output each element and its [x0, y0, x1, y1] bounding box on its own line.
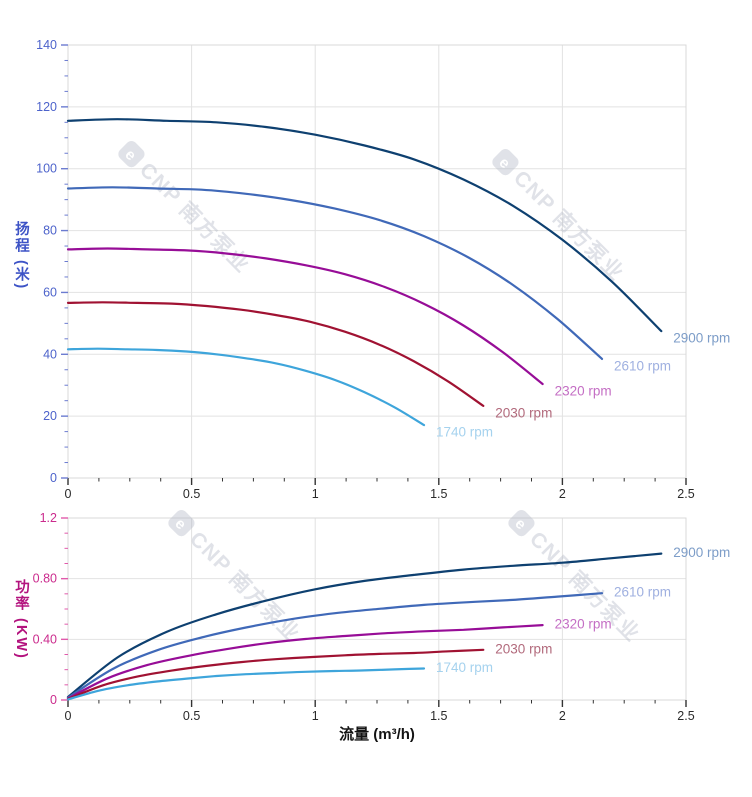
- head-y-axis-title: 扬程 (米): [13, 221, 29, 291]
- series-label-1740-rpm: 1740 rpm: [436, 425, 493, 440]
- y-tick-label: 0: [50, 471, 57, 485]
- watermark-text: CNP 南方泵业: [135, 158, 255, 278]
- x-tick-label: 2.5: [677, 709, 694, 723]
- y-tick-label: 100: [36, 162, 57, 176]
- x-tick-label: 1.5: [430, 709, 447, 723]
- cnp-logo-icon: [508, 510, 535, 537]
- x-tick-label: 2: [559, 487, 566, 501]
- series-label-2610-rpm: 2610 rpm: [614, 585, 671, 600]
- cnp-logo-icon: [492, 149, 519, 176]
- y-tick-label: 0: [50, 693, 57, 707]
- series-curve-2320-rpm: [66, 247, 544, 386]
- x-axis-title: 流量 (m³/h): [339, 726, 415, 743]
- series-label-1740-rpm: 1740 rpm: [436, 660, 493, 675]
- x-tick-label: 2: [559, 709, 566, 723]
- x-tick-label: 0: [65, 487, 72, 501]
- x-tick-label: 2.5: [677, 487, 694, 501]
- series-curve-1740-rpm: [66, 667, 426, 701]
- y-tick-label: 20: [43, 409, 57, 423]
- y-tick-label: 120: [36, 100, 57, 114]
- y-tick-label: 80: [43, 224, 57, 238]
- series-label-2320-rpm: 2320 rpm: [555, 617, 612, 632]
- series-curve-2900-rpm: [66, 552, 663, 699]
- series-curve-2030-rpm: [66, 648, 485, 700]
- series-curve-2610-rpm: [66, 592, 604, 699]
- power-y-axis-title: 功率 (KW): [13, 579, 29, 660]
- y-tick-label: 1.2: [40, 511, 57, 525]
- series-label-2900-rpm: 2900 rpm: [673, 545, 730, 560]
- y-tick-label: 0.80: [33, 572, 57, 586]
- x-tick-label: 1.5: [430, 487, 447, 501]
- y-tick-label: 60: [43, 285, 57, 299]
- series-label-2900-rpm: 2900 rpm: [673, 331, 730, 346]
- y-tick-label: 0.40: [33, 632, 57, 646]
- x-tick-label: 0: [65, 709, 72, 723]
- cnp-logo-icon: [118, 141, 145, 168]
- y-tick-label: 140: [36, 38, 57, 52]
- x-tick-label: 1: [312, 487, 319, 501]
- series-curve-2320-rpm: [66, 624, 544, 700]
- cnp-logo-icon: [168, 510, 195, 537]
- series-curve-2030-rpm: [66, 301, 485, 407]
- series-label-2030-rpm: 2030 rpm: [495, 641, 552, 656]
- series-label-2610-rpm: 2610 rpm: [614, 358, 671, 373]
- series-curve-2610-rpm: [66, 186, 604, 360]
- watermark-text: CNP 南方泵业: [509, 166, 629, 286]
- x-tick-label: 1: [312, 709, 319, 723]
- series-curve-1740-rpm: [66, 347, 426, 427]
- x-tick-label: 0.5: [183, 487, 200, 501]
- series-label-2320-rpm: 2320 rpm: [555, 383, 612, 398]
- x-tick-label: 0.5: [183, 709, 200, 723]
- series-label-2030-rpm: 2030 rpm: [495, 405, 552, 420]
- y-tick-label: 40: [43, 347, 57, 361]
- series-curve-2900-rpm: [66, 118, 663, 333]
